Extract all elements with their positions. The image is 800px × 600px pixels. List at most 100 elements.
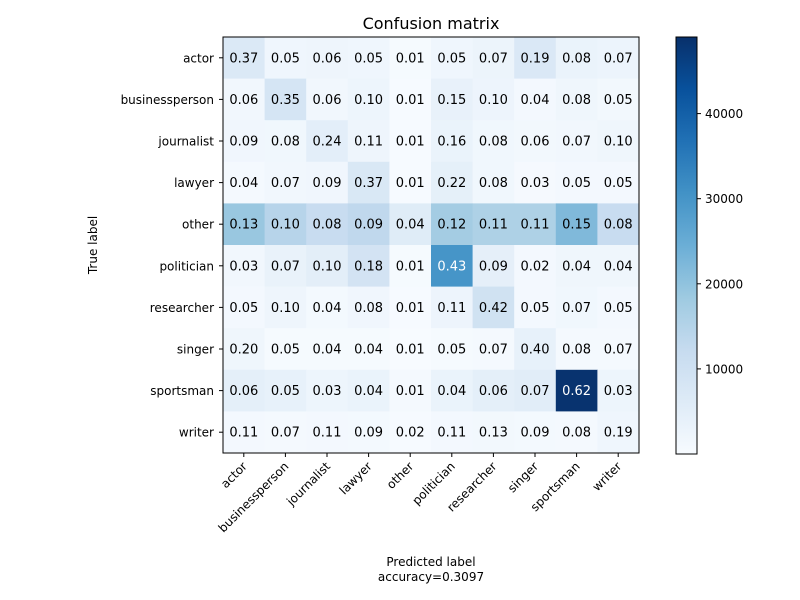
cell-value-label: 0.01 (396, 51, 425, 66)
heatmap-cell (597, 369, 640, 412)
cell-value-label: 0.22 (437, 176, 466, 191)
heatmap-cell (264, 286, 307, 329)
cell-value-label: 0.07 (604, 343, 633, 358)
heatmap-cell (597, 328, 640, 371)
cell-value-label: 0.06 (229, 93, 258, 108)
heatmap-cell (472, 161, 515, 204)
heatmap-cell (306, 78, 349, 121)
heatmap-cell (555, 245, 598, 288)
x-tick-label: singer (505, 459, 541, 495)
heatmap-cell (264, 37, 307, 80)
x-axis-label: Predicted label (386, 555, 475, 569)
heatmap-cell (472, 120, 515, 163)
cell-value-label: 0.11 (521, 218, 550, 233)
y-tick-label: lawyer (174, 176, 214, 190)
heatmap-cell (306, 286, 349, 329)
cell-value-label: 0.10 (354, 93, 383, 108)
cell-value-label: 0.05 (604, 93, 633, 108)
heatmap-cell (514, 78, 557, 121)
cell-value-label: 0.01 (396, 343, 425, 358)
heatmap-cell (347, 120, 390, 163)
heatmap-cell (264, 411, 307, 454)
heatmap-cell (223, 161, 266, 204)
heatmap-cell (514, 328, 557, 371)
cell-value-label: 0.04 (313, 343, 342, 358)
cell-value-label: 0.37 (229, 51, 258, 66)
heatmap-cell (306, 411, 349, 454)
heatmap-cell (389, 411, 432, 454)
cell-value-label: 0.05 (521, 301, 550, 316)
heatmap-cell (555, 120, 598, 163)
heatmap-cell (264, 161, 307, 204)
heatmap-cell (555, 411, 598, 454)
cell-value-label: 0.01 (396, 176, 425, 191)
heatmap-cell (597, 78, 640, 121)
cell-value-label: 0.08 (479, 135, 508, 150)
colorbar-tick-label: 30000 (705, 192, 743, 206)
cell-value-label: 0.62 (562, 384, 591, 399)
y-tick-label: actor (183, 51, 214, 65)
heatmap-cell (472, 203, 515, 246)
heatmap-cell (431, 78, 474, 121)
cell-value-label: 0.07 (562, 135, 591, 150)
cell-value-label: 0.04 (313, 301, 342, 316)
cell-value-label: 0.05 (604, 301, 633, 316)
heatmap-cell (347, 161, 390, 204)
colorbar-tick-label: 20000 (705, 277, 743, 291)
heatmap-cell (223, 78, 266, 121)
heatmap-cell (347, 203, 390, 246)
cell-value-label: 0.04 (604, 259, 633, 274)
heatmap-cell (389, 78, 432, 121)
cell-value-label: 0.09 (521, 426, 550, 441)
cell-value-label: 0.05 (437, 343, 466, 358)
heatmap-cell (472, 286, 515, 329)
x-tick-label: actor (218, 459, 250, 491)
cell-value-label: 0.04 (354, 343, 383, 358)
cell-value-label: 0.16 (437, 135, 466, 150)
heatmap-cell (514, 369, 557, 412)
heatmap-cell (347, 328, 390, 371)
cell-value-label: 0.05 (271, 384, 300, 399)
cell-value-label: 0.01 (396, 135, 425, 150)
cell-value-label: 0.07 (271, 176, 300, 191)
heatmap-cell (389, 286, 432, 329)
heatmap-cell (597, 245, 640, 288)
cell-value-label: 0.03 (604, 384, 633, 399)
cell-value-label: 0.06 (229, 384, 258, 399)
cell-value-label: 0.40 (521, 343, 550, 358)
cell-value-label: 0.10 (604, 135, 633, 150)
colorbar-tick-label: 40000 (705, 107, 743, 121)
cell-value-label: 0.05 (562, 176, 591, 191)
heatmap-cell (223, 369, 266, 412)
x-tick-label: writer (590, 459, 625, 494)
cell-value-label: 0.15 (437, 93, 466, 108)
cell-value-label: 0.05 (604, 176, 633, 191)
heatmap-cell (431, 328, 474, 371)
cell-value-label: 0.13 (479, 426, 508, 441)
heatmap-cell (597, 161, 640, 204)
heatmap-cell (306, 161, 349, 204)
heatmap-cell (264, 203, 307, 246)
cell-value-label: 0.07 (604, 51, 633, 66)
cell-value-label: 0.06 (479, 384, 508, 399)
heatmap-cell (555, 203, 598, 246)
heatmap-cell (555, 286, 598, 329)
heatmap-cell (264, 369, 307, 412)
cell-value-label: 0.09 (354, 426, 383, 441)
y-tick-label: writer (179, 426, 214, 440)
heatmap-cell (555, 78, 598, 121)
cell-value-label: 0.04 (396, 218, 425, 233)
cell-value-label: 0.09 (479, 259, 508, 274)
cell-value-label: 0.07 (562, 301, 591, 316)
x-tick-label: journalist (283, 459, 333, 509)
heatmap-cell (472, 328, 515, 371)
cell-value-label: 0.20 (229, 343, 258, 358)
y-axis-label: True label (86, 216, 100, 275)
heatmap-cell (264, 245, 307, 288)
cell-value-label: 0.02 (521, 259, 550, 274)
heatmap-cell (347, 369, 390, 412)
cell-value-label: 0.03 (521, 176, 550, 191)
cell-value-label: 0.08 (604, 218, 633, 233)
cell-value-label: 0.08 (479, 176, 508, 191)
